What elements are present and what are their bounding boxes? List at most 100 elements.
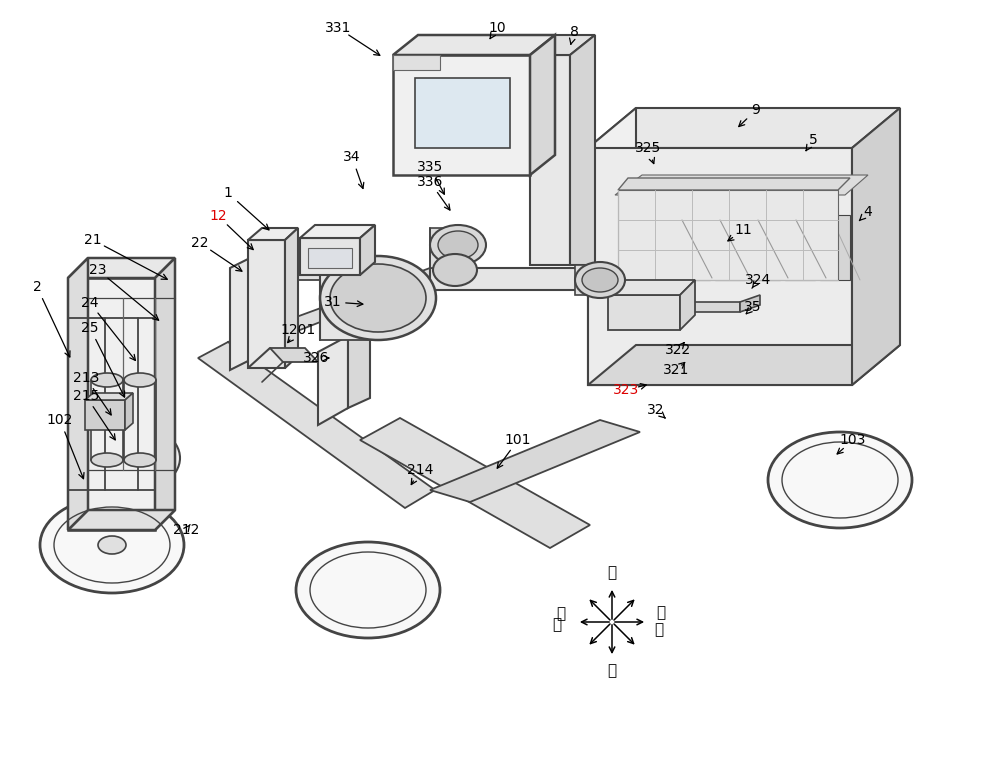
Polygon shape (680, 215, 710, 280)
Polygon shape (125, 393, 133, 430)
Polygon shape (300, 238, 360, 275)
Text: 34: 34 (343, 150, 361, 164)
Text: 215: 215 (73, 389, 99, 403)
Polygon shape (348, 326, 370, 408)
Polygon shape (575, 265, 600, 295)
Ellipse shape (98, 536, 126, 554)
Text: 左: 左 (552, 618, 562, 633)
Text: 336: 336 (417, 175, 443, 189)
Text: 右: 右 (656, 605, 666, 621)
Polygon shape (155, 258, 175, 530)
Polygon shape (530, 55, 570, 265)
Text: 214: 214 (407, 463, 433, 477)
Text: 23: 23 (89, 263, 107, 277)
Polygon shape (248, 228, 298, 240)
Text: 1201: 1201 (280, 323, 316, 337)
Ellipse shape (330, 264, 426, 332)
Polygon shape (430, 268, 680, 290)
Text: 212: 212 (173, 523, 199, 537)
Polygon shape (740, 295, 760, 312)
Text: 下: 下 (607, 664, 617, 679)
Ellipse shape (91, 453, 123, 467)
Polygon shape (228, 268, 680, 358)
Text: 12: 12 (209, 209, 227, 223)
Polygon shape (415, 78, 510, 148)
Polygon shape (618, 178, 850, 190)
Polygon shape (820, 215, 850, 280)
Text: 321: 321 (663, 363, 689, 377)
Text: 4: 4 (864, 205, 872, 219)
Text: 上: 上 (607, 566, 617, 580)
Polygon shape (308, 248, 352, 268)
Polygon shape (85, 393, 133, 400)
Polygon shape (530, 35, 595, 55)
Polygon shape (618, 190, 838, 280)
Polygon shape (680, 302, 740, 312)
Polygon shape (588, 345, 900, 385)
Text: 22: 22 (191, 236, 209, 250)
Polygon shape (198, 342, 435, 508)
Polygon shape (68, 258, 175, 278)
Ellipse shape (124, 373, 156, 387)
Polygon shape (360, 418, 590, 548)
Text: 24: 24 (81, 296, 99, 310)
Polygon shape (393, 55, 440, 70)
Polygon shape (318, 336, 348, 425)
Polygon shape (588, 148, 852, 385)
Polygon shape (715, 215, 745, 280)
Polygon shape (530, 35, 555, 175)
Ellipse shape (76, 423, 180, 493)
Polygon shape (300, 225, 375, 238)
Polygon shape (393, 35, 555, 55)
Text: 35: 35 (744, 300, 762, 314)
Text: 25: 25 (81, 321, 99, 335)
Text: 5: 5 (809, 133, 817, 147)
Text: 9: 9 (752, 103, 760, 117)
Polygon shape (588, 108, 900, 148)
Text: 322: 322 (665, 343, 691, 357)
Ellipse shape (582, 268, 618, 292)
Polygon shape (68, 258, 88, 530)
Polygon shape (248, 268, 338, 280)
Text: 325: 325 (635, 141, 661, 155)
Polygon shape (430, 228, 458, 268)
Ellipse shape (40, 497, 184, 593)
Text: 1: 1 (224, 186, 232, 200)
Polygon shape (750, 215, 780, 280)
Polygon shape (430, 420, 640, 502)
Ellipse shape (296, 542, 440, 638)
Polygon shape (852, 108, 900, 385)
Ellipse shape (768, 432, 912, 528)
Text: 前: 前 (654, 622, 664, 637)
Polygon shape (270, 348, 318, 362)
Text: 11: 11 (734, 223, 752, 237)
Text: 103: 103 (840, 433, 866, 447)
Polygon shape (360, 225, 375, 275)
Polygon shape (320, 258, 378, 340)
Ellipse shape (438, 231, 478, 259)
Polygon shape (680, 280, 695, 330)
Polygon shape (785, 215, 815, 280)
Polygon shape (230, 248, 270, 370)
Text: 101: 101 (505, 433, 531, 447)
Text: 10: 10 (488, 21, 506, 35)
Polygon shape (68, 510, 175, 530)
Polygon shape (248, 240, 285, 368)
Ellipse shape (320, 256, 436, 340)
Text: 324: 324 (745, 273, 771, 287)
Text: 102: 102 (47, 413, 73, 427)
Polygon shape (68, 278, 155, 530)
Text: 32: 32 (647, 403, 665, 417)
Text: 213: 213 (73, 371, 99, 385)
Polygon shape (393, 55, 530, 175)
Polygon shape (85, 400, 125, 430)
Ellipse shape (91, 373, 123, 387)
Ellipse shape (575, 262, 625, 298)
Polygon shape (285, 228, 298, 368)
Text: 8: 8 (570, 25, 578, 39)
Text: 后: 后 (556, 607, 566, 622)
Polygon shape (615, 175, 868, 195)
Polygon shape (588, 108, 636, 385)
Text: 31: 31 (324, 295, 342, 309)
Polygon shape (608, 280, 695, 295)
